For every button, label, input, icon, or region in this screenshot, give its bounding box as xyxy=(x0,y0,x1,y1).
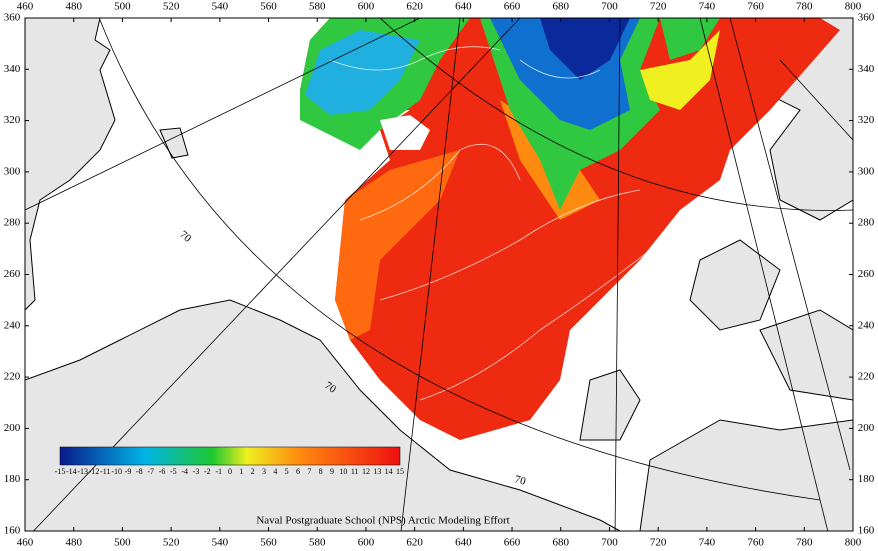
y-tick-label: 260 xyxy=(4,268,21,280)
y-tick-label: 240 xyxy=(4,319,21,331)
x-tick-label: 720 xyxy=(650,537,667,549)
colorbar-label: -15 xyxy=(55,467,66,476)
y-tick-label: 360 xyxy=(4,12,21,24)
colorbar xyxy=(59,446,401,466)
y-tick-label: 220 xyxy=(4,371,21,383)
x-tick-label: 500 xyxy=(114,537,131,549)
x-tick-label: 520 xyxy=(163,537,180,549)
colorbar-label: -14 xyxy=(66,467,77,476)
colorbar-label: -9 xyxy=(125,467,132,476)
x-tick-label: 560 xyxy=(260,1,277,13)
x-tick-label: 780 xyxy=(796,537,813,549)
x-tick-label: 520 xyxy=(163,1,180,13)
y-tick-label: 220 xyxy=(858,371,875,383)
x-tick-label: 760 xyxy=(747,1,764,13)
y-tick-label: 280 xyxy=(858,217,875,229)
colorbar-label: 14 xyxy=(385,467,393,476)
x-tick-label: 640 xyxy=(455,1,472,13)
colorbar-label: -4 xyxy=(181,467,188,476)
y-tick-label: 340 xyxy=(4,63,21,75)
colorbar-label: 9 xyxy=(330,467,334,476)
colorbar-label: -2 xyxy=(204,467,211,476)
y-tick-label: 200 xyxy=(4,422,21,434)
credit: Naval Postgraduate School (NPS) Arctic M… xyxy=(256,515,509,527)
colorbar-label: 10 xyxy=(339,467,347,476)
field xyxy=(300,18,840,440)
colorbar-label: -12 xyxy=(89,467,100,476)
colorbar-label: 5 xyxy=(285,467,289,476)
y-tick-label: 180 xyxy=(858,473,875,485)
x-tick-label: 540 xyxy=(212,537,229,549)
x-tick-label: 660 xyxy=(504,1,521,13)
x-tick-label: 700 xyxy=(601,1,618,13)
x-tick-label: 680 xyxy=(553,1,570,13)
colorbar-label: -1 xyxy=(215,467,222,476)
x-tick-label: 580 xyxy=(309,537,326,549)
colorbar-label: -3 xyxy=(193,467,200,476)
x-tick-label: 500 xyxy=(114,1,131,13)
y-tick-label: 340 xyxy=(858,63,875,75)
x-tick-label: 620 xyxy=(406,1,423,13)
x-tick-label: 460 xyxy=(17,537,34,549)
latitude-label: 70 xyxy=(513,473,527,488)
y-tick-label: 300 xyxy=(858,165,875,177)
y-tick-label: 300 xyxy=(4,165,21,177)
x-tick-label: 560 xyxy=(260,537,277,549)
y-tick-label: 160 xyxy=(858,525,875,537)
x-tick-label: 540 xyxy=(212,1,229,13)
colorbar-label: 12 xyxy=(362,467,370,476)
colorbar-label: -5 xyxy=(170,467,177,476)
y-tick-label: 320 xyxy=(4,114,21,126)
map-body xyxy=(25,18,853,531)
colorbar-label: -6 xyxy=(159,467,166,476)
colorbar-label: 1 xyxy=(239,467,243,476)
y-tick-label: 180 xyxy=(4,473,21,485)
x-tick-label: 640 xyxy=(455,537,472,549)
colorbar-label: 0 xyxy=(228,467,232,476)
y-tick-label: 280 xyxy=(4,217,21,229)
y-tick-label: 160 xyxy=(4,525,21,537)
colorbar-label: 15 xyxy=(396,467,404,476)
x-tick-label: 800 xyxy=(845,537,862,549)
colorbar-label: 3 xyxy=(262,467,266,476)
colorbar-label: 2 xyxy=(251,467,255,476)
colorbar-label: -10 xyxy=(111,467,122,476)
x-tick-label: 700 xyxy=(601,537,618,549)
colorbar-label: 4 xyxy=(273,467,277,476)
x-tick-label: 460 xyxy=(17,1,34,13)
colorbar-label: -13 xyxy=(77,467,88,476)
x-tick-label: 680 xyxy=(553,537,570,549)
x-tick-label: 720 xyxy=(650,1,667,13)
x-tick-label: 740 xyxy=(699,537,716,549)
x-tick-label: 480 xyxy=(65,537,82,549)
y-tick-label: 240 xyxy=(858,319,875,331)
x-tick-label: 800 xyxy=(845,1,862,13)
x-tick-label: 580 xyxy=(309,1,326,13)
colorbar-label: -7 xyxy=(147,467,154,476)
y-tick-label: 360 xyxy=(858,12,875,24)
x-tick-label: 480 xyxy=(65,1,82,13)
colorbar-label: 13 xyxy=(373,467,381,476)
colorbar-label: 8 xyxy=(319,467,323,476)
colorbar-label: -8 xyxy=(136,467,143,476)
x-tick-label: 780 xyxy=(796,1,813,13)
x-tick-label: 620 xyxy=(406,537,423,549)
y-tick-label: 320 xyxy=(858,114,875,126)
y-tick-label: 260 xyxy=(858,268,875,280)
x-tick-label: 600 xyxy=(358,537,375,549)
x-tick-label: 740 xyxy=(699,1,716,13)
colorbar-label: 7 xyxy=(307,467,311,476)
y-tick-label: 200 xyxy=(858,422,875,434)
colorbar-label: 6 xyxy=(296,467,300,476)
x-tick-label: 660 xyxy=(504,537,521,549)
colorbar-label: -11 xyxy=(100,467,110,476)
x-tick-label: 760 xyxy=(747,537,764,549)
x-tick-label: 600 xyxy=(358,1,375,13)
colorbar-label: 11 xyxy=(351,467,359,476)
